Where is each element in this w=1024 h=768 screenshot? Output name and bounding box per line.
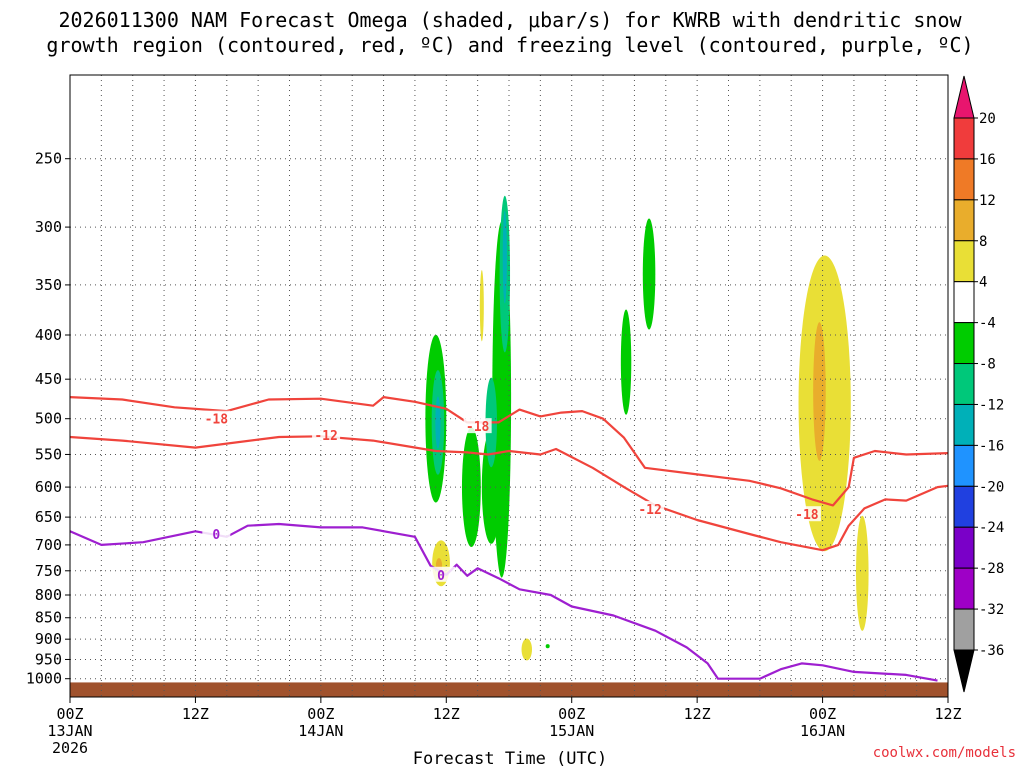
colorbar-box: [953, 363, 975, 405]
y-tick-label: 250: [35, 150, 62, 168]
colorbar-box: [953, 526, 975, 569]
chart-title-line-2: growth region (contoured, red, ºC) and f…: [46, 33, 973, 57]
x-tick-label: 12Z: [934, 705, 961, 723]
contour-label-bg: [636, 500, 665, 516]
colorbar-box: [953, 199, 975, 242]
x-tick-label: 00Z: [56, 705, 83, 723]
colorbar-label: -16: [979, 438, 1004, 454]
contour-lines: -18 -18 -18 -12 -12 0 0: [69, 396, 949, 682]
colorbar-label: 12: [979, 193, 996, 209]
source-credit: coolwx.com/models: [873, 745, 1016, 761]
colorbar-label: 16: [979, 152, 996, 168]
omega-region-upward: [642, 218, 656, 330]
plot-frame: [69, 74, 949, 698]
colorbar: 20 16 12 8 4 -4 -8 -12 -16 -20 -24 -28 -32 -36: [953, 75, 1004, 693]
x-tick-label: 16JAN: [800, 722, 845, 740]
chart-title-line-1: 2026011300 NAM Forecast Omega (shaded, μ…: [58, 8, 962, 32]
x-tick-label: 13JAN: [47, 722, 92, 740]
omega-region-upward: [461, 427, 481, 547]
contour-label: -18: [466, 420, 490, 435]
y-tick-label: 800: [35, 586, 62, 604]
y-tick-label: 750: [35, 562, 62, 580]
colorbar-label: -12: [979, 397, 1004, 413]
x-tick-label: 12Z: [433, 705, 460, 723]
contour-label-bg: [202, 526, 231, 542]
x-tick-label: 15JAN: [549, 722, 594, 740]
y-tick-label: 650: [35, 508, 62, 526]
contour-line: [69, 522, 938, 682]
omega-region-upward: [481, 430, 501, 544]
colorbar-box: [953, 240, 975, 283]
x-tick-label: 00Z: [558, 705, 585, 723]
y-tick-label: 950: [35, 650, 62, 668]
contour-label-bg: [792, 506, 821, 522]
colorbar-label: 20: [979, 111, 996, 127]
contour-label-bg: [312, 426, 341, 442]
y-tick-label: 1000: [26, 670, 62, 688]
omega-region-upward: [435, 396, 441, 449]
y-tick-label: 850: [35, 609, 62, 627]
x-tick-label: 12Z: [684, 705, 711, 723]
contour-label: -12: [638, 503, 661, 518]
colorbar-box: [953, 322, 975, 365]
colorbar-box: [953, 608, 975, 651]
colorbar-label: -28: [979, 561, 1004, 577]
colorbar-box: [953, 567, 975, 610]
axes: 250 300 350 400 450 500 550 600 650 700 750 800 850 9…: [26, 74, 962, 757]
colorbar-label: 8: [979, 234, 987, 250]
contour-label: -12: [314, 429, 337, 444]
x-tick-label: 00Z: [809, 705, 836, 723]
contour-label: -18: [205, 413, 229, 428]
y-tick-label: 600: [35, 478, 62, 496]
y-tick-label: 500: [35, 410, 62, 428]
colorbar-box: [953, 158, 975, 201]
omega-region-downward: [813, 322, 826, 461]
ground-layer: [70, 682, 948, 697]
contour-label: -18: [795, 508, 819, 523]
x-tick-label: 14JAN: [298, 722, 343, 740]
colorbar-label: -8: [979, 357, 996, 373]
colorbar-box: [953, 117, 975, 160]
colorbar-label: -32: [979, 602, 1004, 618]
colorbar-label: -20: [979, 479, 1004, 495]
contour-label: 0: [212, 528, 220, 543]
x-tick-label: 12Z: [182, 705, 209, 723]
grid-lines: [70, 75, 948, 697]
x-tick-label: 00Z: [307, 705, 334, 723]
contour-label: 0: [437, 569, 445, 584]
y-tick-label: 350: [35, 276, 62, 294]
colorbar-box: [953, 444, 975, 487]
colorbar-box: [953, 485, 975, 528]
omega-region-upward: [502, 210, 507, 304]
contour-line: [69, 396, 949, 507]
omega-region-downward: [479, 270, 484, 342]
colorbar-arrow-bottom: [953, 649, 975, 693]
contour-label-bg: [202, 410, 231, 426]
x-tick-label: 2026: [52, 739, 88, 757]
colorbar-label: -24: [979, 520, 1004, 536]
omega-region-downward: [856, 515, 869, 631]
y-tick-label: 900: [35, 630, 62, 648]
omega-region-upward: [620, 309, 632, 415]
contour-label-bg: [427, 566, 456, 582]
y-tick-label: 300: [35, 218, 62, 236]
colorbar-box: [953, 281, 975, 324]
x-axis-label: Forecast Time (UTC): [413, 749, 607, 768]
y-tick-label: 450: [35, 370, 62, 388]
y-tick-label: 400: [35, 326, 62, 344]
contour-label-bg: [463, 418, 492, 434]
colorbar-label: 4: [979, 275, 987, 291]
colorbar-label: -4: [979, 316, 996, 332]
y-tick-label: 700: [35, 536, 62, 554]
colorbar-label: -36: [979, 643, 1004, 659]
colorbar-box: [953, 403, 975, 446]
omega-region-upward: [545, 644, 550, 649]
y-tick-label: 550: [35, 445, 62, 463]
omega-region-downward: [521, 638, 532, 661]
